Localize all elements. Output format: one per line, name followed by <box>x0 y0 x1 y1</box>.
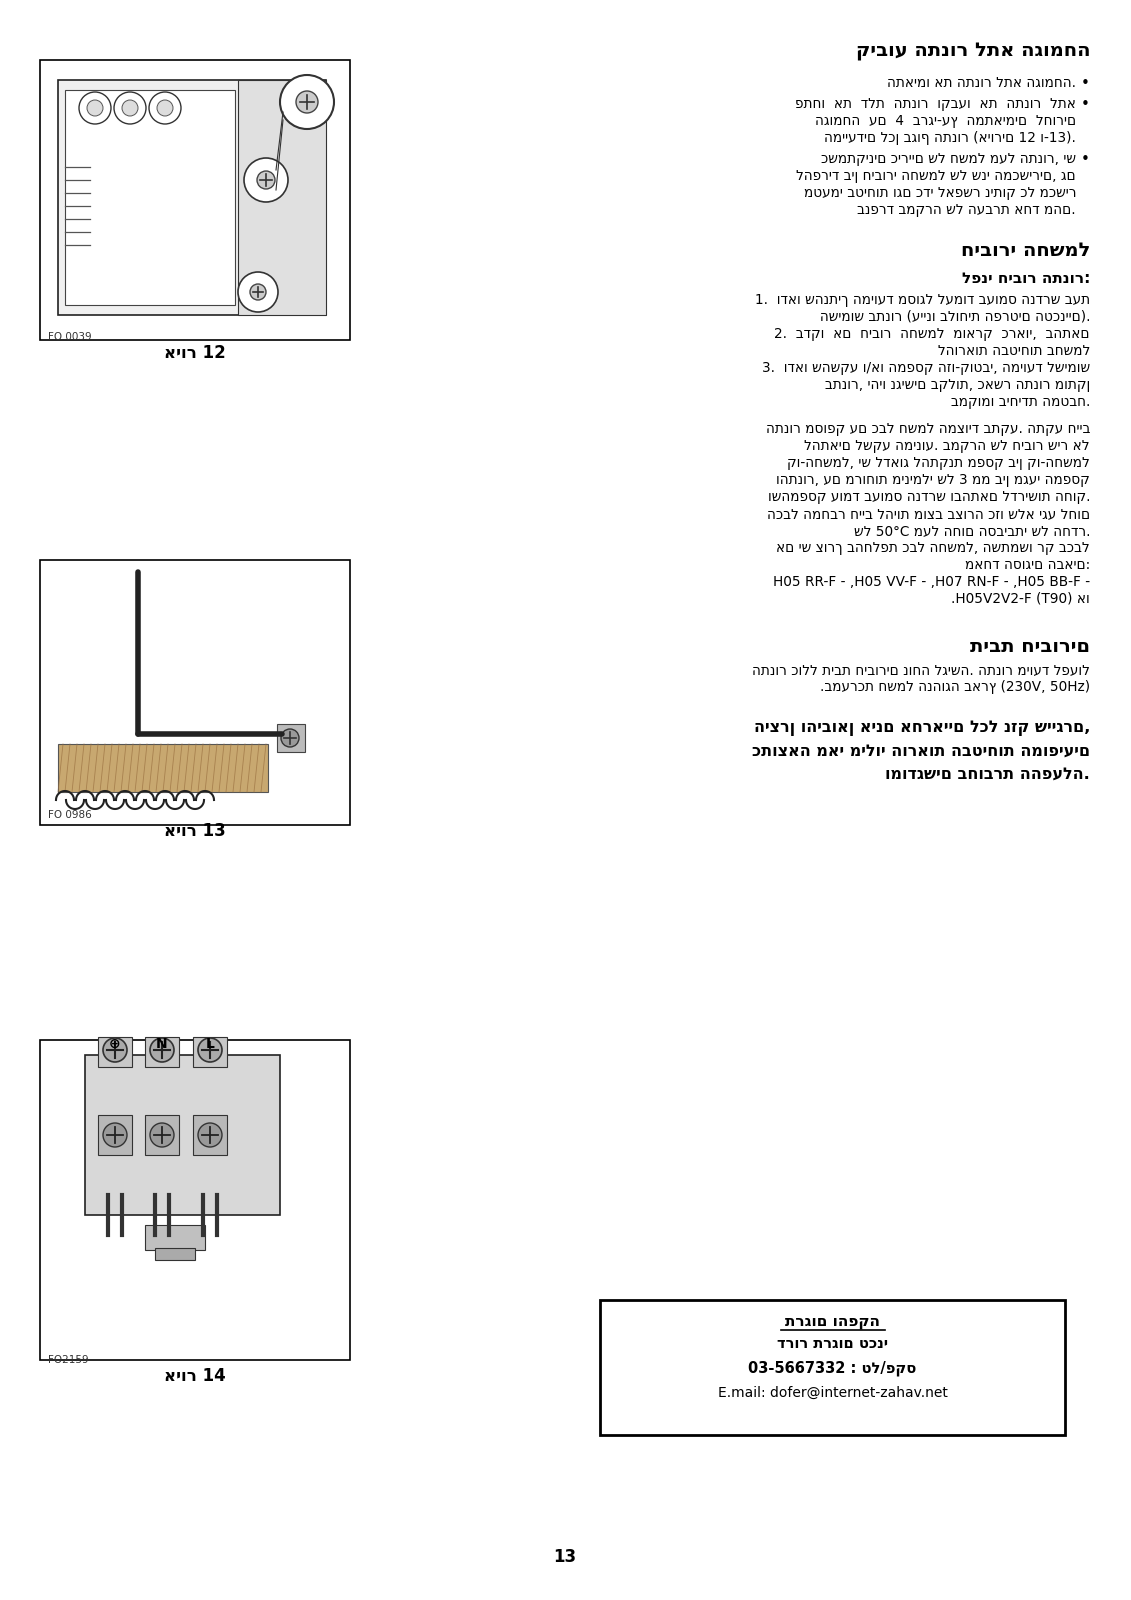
Text: בנפרד במקרה של העברת אחד מהם.: בנפרד במקרה של העברת אחד מהם. <box>857 203 1076 218</box>
Text: חיבורי החשמל: חיבורי החשמל <box>960 242 1090 259</box>
Text: ושהמפסק עומד בעומס הנדרש ובהתאם לדרישות החוק.: ושהמפסק עומד בעומס הנדרש ובהתאם לדרישות … <box>768 490 1090 504</box>
Circle shape <box>103 1038 127 1062</box>
Text: FO 0039: FO 0039 <box>48 333 92 342</box>
Text: •: • <box>1081 152 1090 166</box>
Circle shape <box>244 158 288 202</box>
Text: L: L <box>206 1037 215 1051</box>
Circle shape <box>157 99 173 117</box>
Text: •: • <box>1081 75 1090 91</box>
Bar <box>40 560 349 826</box>
Text: להפריד בין חיבורי החשמל של שני המכשירים, גם: להפריד בין חיבורי החשמל של שני המכשירים,… <box>796 170 1076 182</box>
Text: היצרן והיבואן אינם אחראיים לכל נזק שייגרם,: היצרן והיבואן אינם אחראיים לכל נזק שייגר… <box>753 722 1090 736</box>
Circle shape <box>250 285 266 301</box>
Text: 3.  ודאו שהשקע ו/או המפסק הזו-קוטבי, המיועד לשימוש: 3. ודאו שהשקע ו/או המפסק הזו-קוטבי, המיו… <box>762 362 1090 374</box>
Circle shape <box>87 99 103 117</box>
Text: במקומו ביחידת המטבח.: במקומו ביחידת המטבח. <box>929 395 1090 410</box>
Text: בתנור, יהיו נגישים בקלות, כאשר התנור מותקן: בתנור, יהיו נגישים בקלות, כאשר התנור מות… <box>803 378 1090 392</box>
Bar <box>98 1115 132 1155</box>
Text: E.mail: dofer@internet-zahav.net: E.mail: dofer@internet-zahav.net <box>717 1386 948 1400</box>
Text: תיבת חיבורים: תיבת חיבורים <box>970 637 1090 656</box>
Bar <box>85 1054 280 1214</box>
Text: מטעמי בטיחות וגם כדי לאפשר ניתוק כל מכשיר: מטעמי בטיחות וגם כדי לאפשר ניתוק כל מכשי… <box>803 186 1076 200</box>
Bar <box>155 1248 195 1261</box>
Text: ומודגשים בחוברת ההפעלה.: ומודגשים בחוברת ההפעלה. <box>886 766 1090 782</box>
Bar <box>145 1115 179 1155</box>
Bar <box>64 90 235 306</box>
Text: •: • <box>1081 98 1090 112</box>
Bar <box>601 1299 1065 1435</box>
Text: איור 14: איור 14 <box>164 1366 226 1386</box>
Text: 1.  ודאו שהנתיך המיועד מסוגל לעמוד בעומס הנדרש בעת: 1. ודאו שהנתיך המיועד מסוגל לעמוד בעומס … <box>754 293 1090 307</box>
Text: המייעדים לכן בגוף התנור (איורים 12 ו-13).: המייעדים לכן בגוף התנור (איורים 12 ו-13)… <box>824 131 1076 146</box>
Text: התנור כולל תיבת חיבורים נוחה לגישה. התנור מיועד לפעול: התנור כולל תיבת חיבורים נוחה לגישה. התנו… <box>752 662 1090 677</box>
Text: התנור מסופק עם כבל חשמל המצויד בתקע. התקע חייב: התנור מסופק עם כבל חשמל המצויד בתקע. התק… <box>766 422 1090 435</box>
Bar <box>277 723 305 752</box>
Text: קיבוע התנור לתא הגומחה: קיבוע התנור לתא הגומחה <box>855 42 1090 61</box>
Circle shape <box>280 75 334 130</box>
Text: הגומחה  עם  4  ברגי-עץ  המתאימים  לחורים: הגומחה עם 4 ברגי-עץ המתאימים לחורים <box>814 114 1076 128</box>
Text: N: N <box>156 1037 167 1051</box>
Text: הכבל המחבר חייב להיות מוצב בצורה כזו שלא יגע לחום: הכבל המחבר חייב להיות מוצב בצורה כזו שלא… <box>767 507 1090 522</box>
Text: 13: 13 <box>553 1549 577 1566</box>
Text: מאחד הסוגים הבאים:: מאחד הסוגים הבאים: <box>965 558 1090 573</box>
Text: ⊕: ⊕ <box>110 1037 121 1051</box>
Bar <box>40 1040 349 1360</box>
Bar <box>238 80 326 315</box>
Circle shape <box>103 1123 127 1147</box>
Text: .במערכת חשמל הנהוגה בארץ (230V, 50Hz): .במערכת חשמל הנהוגה בארץ (230V, 50Hz) <box>820 680 1090 694</box>
Text: להוראות הבטיחות בחשמל: להוראות הבטיחות בחשמל <box>916 344 1090 358</box>
Text: .H05V2V2-F (T90) או: .H05V2V2-F (T90) או <box>951 592 1090 606</box>
Circle shape <box>122 99 138 117</box>
Bar <box>58 80 326 315</box>
Text: איור 13: איור 13 <box>164 822 226 840</box>
Text: השימוש בתנור (עיינו בלוחית הפרטים הטכניים).: השימוש בתנור (עיינו בלוחית הפרטים הטכניי… <box>797 310 1090 323</box>
Text: FO2159: FO2159 <box>48 1355 88 1365</box>
Text: 2.  בדקו  אם  חיבור  החשמל  מוארק  כראוי,  בהתאם: 2. בדקו אם חיבור החשמל מוארק כראוי, בהתא… <box>775 326 1090 341</box>
Text: H05 RR-F - ,H05 VV-F - ,H07 RN-F - ,H05 BB-F -: H05 RR-F - ,H05 VV-F - ,H07 RN-F - ,H05 … <box>772 574 1090 589</box>
Text: התאימו את התנור לתא הגומחה.: התאימו את התנור לתא הגומחה. <box>887 75 1076 90</box>
Circle shape <box>150 1038 174 1062</box>
Bar <box>98 1037 132 1067</box>
Circle shape <box>79 91 111 125</box>
Bar <box>58 744 268 792</box>
Text: תרגום והפקה: תרגום והפקה <box>785 1314 880 1330</box>
Text: קו-החשמל, יש לדאוג להתקנת מפסק בין קו-החשמל: קו-החשמל, יש לדאוג להתקנת מפסק בין קו-הח… <box>787 456 1090 470</box>
Bar <box>145 1037 179 1067</box>
Circle shape <box>238 272 278 312</box>
Text: אם יש צורך בהחלפת כבל החשמל, השתמשו רק בכבל: אם יש צורך בהחלפת כבל החשמל, השתמשו רק ב… <box>776 541 1090 555</box>
Text: דרור תרגום טכני: דרור תרגום טכני <box>777 1336 888 1350</box>
Circle shape <box>296 91 318 114</box>
Bar <box>193 1115 227 1155</box>
Text: של 50°C מעל החום הסביבתי של החדר.: של 50°C מעל החום הסביבתי של החדר. <box>854 525 1090 538</box>
Text: איור 12: איור 12 <box>164 344 226 362</box>
Text: כתוצאה מאי מילוי הוראות הבטיחות המופיעים: כתוצאה מאי מילוי הוראות הבטיחות המופיעים <box>752 744 1090 758</box>
Text: והתנור, עם מרוחות מינימלי של 3 ממ בין מגעי המפסק: והתנור, עם מרוחות מינימלי של 3 ממ בין מג… <box>776 474 1090 486</box>
Circle shape <box>149 91 181 125</box>
Circle shape <box>150 1123 174 1147</box>
Circle shape <box>280 730 299 747</box>
Text: להתאים לשקע המינוע. במקרה של חיבור שיר אל: להתאים לשקע המינוע. במקרה של חיבור שיר א… <box>804 438 1090 453</box>
Text: פתחו  את  דלת  התנור  וקבעו  את  התנור  לתא: פתחו את דלת התנור וקבעו את התנור לתא <box>795 98 1076 110</box>
Bar <box>145 1226 205 1250</box>
Circle shape <box>198 1123 222 1147</box>
Text: כשמתקינים כיריים של חשמל מעל התנור, יש: כשמתקינים כיריים של חשמל מעל התנור, יש <box>821 152 1076 166</box>
Circle shape <box>114 91 146 125</box>
Circle shape <box>198 1038 222 1062</box>
Circle shape <box>257 171 275 189</box>
Text: FO 0986: FO 0986 <box>48 810 92 819</box>
Bar <box>193 1037 227 1067</box>
Bar <box>40 59 349 341</box>
Text: לפני חיבור התנור:: לפני חיבור התנור: <box>961 270 1090 286</box>
Text: 03-5667332 : טל/פקס: 03-5667332 : טל/פקס <box>749 1360 916 1376</box>
